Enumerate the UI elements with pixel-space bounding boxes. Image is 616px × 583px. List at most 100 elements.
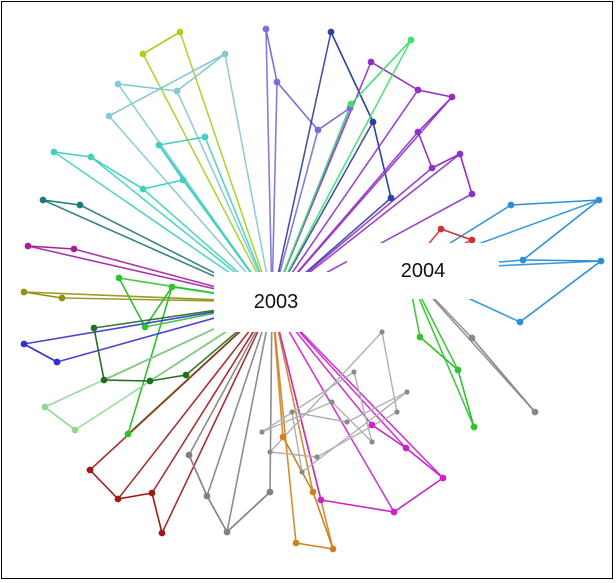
mesh-edge [353,371,373,443]
cluster-edge [149,374,187,382]
graph-node [139,185,147,193]
graph-node [314,126,322,134]
graph-node [387,194,395,202]
cluster-edge [440,228,473,241]
graph-node [468,190,476,198]
graph-node [531,408,539,416]
graph-node [182,371,190,379]
mesh-edge [331,401,373,443]
cluster-edge [23,291,63,299]
hub-spoke-edge [269,301,273,493]
graph-node [179,176,187,184]
hub-spoke-edge [224,53,273,303]
cluster-edge [457,369,475,428]
cluster-edge [117,83,178,92]
graph-node [344,419,350,425]
cluster-edge [44,406,76,431]
mesh-edge [291,411,348,423]
cluster-edge [417,96,453,133]
graph-node [468,236,476,244]
cluster-edge [158,136,206,146]
graph-node [404,389,410,395]
graph-node [58,294,66,302]
cluster-edge [142,179,184,190]
cluster-edge [42,199,81,206]
graph-node [351,369,357,375]
graph-node [379,329,385,335]
graph-node [50,148,58,156]
cluster-edge [370,61,419,91]
cluster-edge [419,336,459,371]
graph-node [139,50,147,58]
cluster-edge [510,199,600,206]
hub-node-2003: 2003 [214,272,338,332]
cluster-edge [93,327,105,381]
graph-node [329,545,337,553]
hub-spoke-edge [226,301,273,533]
graph-node [368,421,376,429]
cluster-edge [295,542,334,550]
graph-node [176,28,184,36]
cluster-edge [27,245,75,250]
graph-node [454,366,462,374]
graph-node [289,409,295,415]
graph-node [87,153,95,161]
graph-node [148,489,156,497]
graph-node [146,377,154,385]
hub-label-2003: 2003 [253,290,299,313]
graph-node [416,333,424,341]
graph-node [76,201,84,209]
hub-spoke-edge [271,31,332,303]
mesh-edge [316,411,398,458]
graph-node [86,466,94,474]
mesh-edge [301,391,408,473]
graph-node [71,426,79,434]
mesh-edge [269,331,383,453]
graph-node [519,256,527,264]
graph-node [168,283,176,291]
hub-label-2004: 2004 [400,259,446,282]
hub-spoke-edge [265,28,273,303]
cluster-edge [265,28,278,83]
graph-node [20,288,28,296]
graph-node [347,100,355,108]
cluster-edge [53,151,92,158]
graph-node [369,439,375,445]
cluster-edge [320,499,395,513]
graph-node [448,93,456,101]
graph-node [390,508,398,516]
mesh-edge [346,391,408,423]
graph-node [155,141,163,149]
cluster-edge [330,31,374,123]
graph-node [223,528,231,536]
mesh-edge [261,401,333,433]
cluster-edge [371,424,407,449]
graph-node [24,242,32,250]
graph-node [105,112,113,120]
cluster-edge [108,53,226,117]
cluster-edge [350,39,412,105]
graph-node [124,430,132,438]
graph-node [273,78,281,86]
graph-node [470,423,478,431]
cluster-edge [372,121,392,199]
graph-node [41,403,49,411]
graph-node [173,87,181,95]
graph-node [516,318,524,326]
graph-node [299,469,305,475]
hub-spoke-edge [271,39,412,303]
cluster-edge [117,492,153,500]
cluster-edge [522,259,602,262]
graph-node [115,274,123,282]
graph-node [428,164,436,172]
mesh-edge [291,411,303,473]
cluster-edge [23,343,58,363]
cluster-edge [103,379,151,382]
cluster-edge [405,447,444,479]
hub-spoke-edge [206,301,273,497]
graph-node [327,28,335,36]
cluster-edge [393,477,444,513]
cluster-edge [89,469,119,500]
cluster-edge [431,153,461,169]
graph-node [329,399,335,405]
